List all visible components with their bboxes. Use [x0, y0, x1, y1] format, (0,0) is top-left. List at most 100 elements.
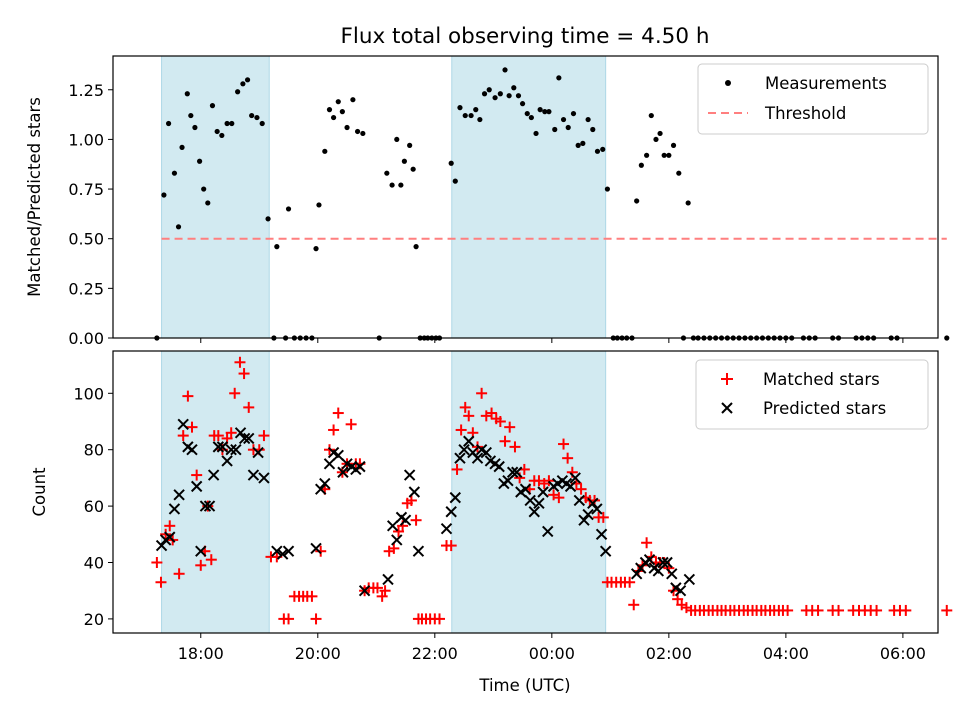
- predicted-star-point: [234, 427, 247, 439]
- predicted-star-point: [168, 503, 181, 515]
- measurement-point: [335, 99, 341, 105]
- measurement-point: [224, 120, 230, 127]
- measurement-point: [175, 224, 182, 230]
- measurement-point: [209, 103, 216, 109]
- measurement-point: [410, 166, 416, 172]
- y-tick-label: 1.25: [68, 81, 104, 100]
- measurement-point: [322, 148, 328, 154]
- matched-star-point: [782, 604, 794, 616]
- measurement-point: [477, 116, 483, 123]
- predicted-star-point: [164, 531, 176, 543]
- measurement-point: [565, 124, 571, 131]
- measurement-point: [313, 246, 319, 252]
- predicted-star-point: [282, 545, 295, 557]
- y-tick-label: 0.25: [68, 279, 104, 298]
- predicted-star-point: [332, 449, 344, 462]
- measurement-point: [657, 130, 663, 137]
- measurement-point: [330, 114, 337, 121]
- matched-star-point: [258, 430, 270, 442]
- shaded-span: [161, 350, 270, 634]
- matched-star-point: [328, 424, 340, 436]
- measurement-point: [575, 142, 581, 148]
- legend-predicted-marker: [721, 402, 733, 414]
- measurement-point: [519, 101, 526, 107]
- bottom-axes-frame: [112, 350, 939, 634]
- matched-star-point: [379, 585, 391, 597]
- measurement-point: [468, 112, 474, 119]
- measurement-point: [192, 124, 198, 131]
- measurement-point: [354, 128, 361, 135]
- y-tick-label: 20: [84, 610, 104, 629]
- matched-star-point: [672, 593, 684, 605]
- measurement-point: [394, 136, 400, 143]
- bottom-panel: 20 40 60 80 100 18:00 20:00 22:00 00:00 02:00 04:0…: [30, 350, 953, 695]
- measurement-point: [184, 91, 190, 97]
- predicted-star-point: [382, 573, 394, 586]
- predicted-star-point: [412, 545, 425, 557]
- measurement-point: [219, 132, 225, 139]
- predicted-star-point: [458, 443, 470, 456]
- matched-star-point: [205, 554, 217, 566]
- measurement-point: [644, 152, 650, 158]
- matched-star-point: [641, 537, 653, 549]
- shaded-span: [161, 55, 270, 339]
- predicted-star-point: [661, 556, 673, 569]
- measurement-point: [511, 85, 517, 91]
- measurement-point: [537, 107, 543, 113]
- matched-star-point: [624, 576, 636, 588]
- matched-star-point: [186, 421, 198, 433]
- matched-star-point: [371, 582, 383, 594]
- matched-star-point: [597, 511, 609, 523]
- matched-star-point: [543, 475, 555, 487]
- top-axes-frame: [112, 55, 939, 339]
- matched-star-point: [433, 613, 445, 625]
- measurement-point: [360, 130, 366, 137]
- y-tick-label: 0.50: [68, 230, 104, 249]
- legend-matched-label: Matched stars: [763, 370, 880, 389]
- legend-predicted-label: Predicted stars: [763, 399, 886, 418]
- matched-star-point: [225, 427, 237, 439]
- predicted-star-point: [582, 508, 594, 521]
- matched-star-point: [229, 387, 241, 399]
- measurement-point: [214, 128, 220, 135]
- measurement-point: [666, 152, 672, 158]
- predicted-star-point: [573, 494, 586, 507]
- matched-star-point: [393, 525, 405, 537]
- matched-star-point: [494, 416, 506, 427]
- matched-star-point: [191, 469, 203, 481]
- measurement-point: [542, 109, 548, 115]
- measurement-point: [229, 120, 235, 127]
- x-tick-label: 22:00: [412, 644, 458, 663]
- predicted-star-point: [225, 443, 237, 456]
- predicted-star-point: [537, 486, 549, 498]
- measurement-point: [648, 112, 654, 119]
- matched-star-point: [476, 387, 488, 399]
- predicted-star-point: [319, 477, 331, 490]
- matched-star-point: [941, 604, 953, 616]
- measurement-point: [254, 114, 260, 121]
- predicted-star-point: [247, 469, 260, 481]
- measurement-point: [670, 142, 677, 148]
- predicted-star-point: [564, 480, 577, 493]
- predicted-star-point: [403, 469, 416, 481]
- predicted-star-point: [463, 435, 475, 447]
- matched-star-point: [575, 483, 587, 495]
- matched-star-point: [558, 438, 570, 450]
- matched-star-point: [504, 421, 516, 433]
- predicted-star-point: [216, 441, 229, 453]
- measurement-point: [161, 192, 167, 198]
- measurement-point: [350, 97, 356, 103]
- predicted-star-point: [276, 548, 289, 560]
- measurement-point: [316, 202, 322, 208]
- measurement-point: [580, 140, 586, 146]
- y-tick-label: 60: [84, 497, 104, 516]
- legend-matched-marker: [721, 373, 733, 385]
- chart-title: Flux total observing time = 4.50 h: [341, 24, 710, 49]
- measurement-point: [685, 200, 691, 206]
- bottom-legend: Matched stars Predicted stars: [695, 359, 929, 430]
- matched-star-point: [177, 430, 189, 442]
- matched-star-point: [243, 401, 255, 413]
- matched-star-point: [871, 604, 883, 616]
- predicted-star-point: [440, 522, 453, 535]
